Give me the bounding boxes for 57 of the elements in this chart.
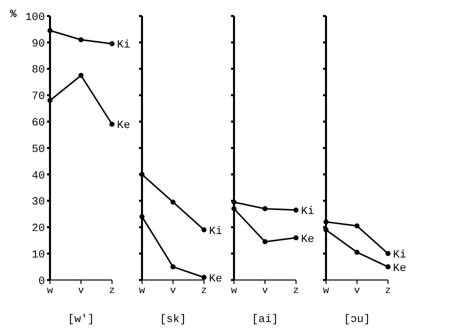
point: [293, 235, 299, 240]
y-tick-label: 50: [32, 144, 45, 156]
point: [109, 41, 115, 46]
x-tick-label: w: [230, 286, 238, 298]
series-label: Ki: [393, 250, 407, 262]
x-axis-title: [w']: [68, 314, 94, 326]
series-label: Ke: [209, 273, 222, 286]
series-label: Ke: [117, 120, 130, 132]
point: [385, 251, 391, 256]
point: [170, 264, 176, 270]
point: [201, 274, 207, 280]
point: [47, 28, 53, 34]
x-tick-label: z: [108, 286, 116, 298]
point: [262, 206, 268, 212]
x-tick-label: w: [322, 286, 330, 298]
point: [201, 227, 207, 232]
x-tick-label: z: [384, 286, 392, 298]
point: [293, 207, 299, 213]
point: [109, 122, 115, 127]
point: [385, 264, 391, 270]
x-axis-title: [sk]: [160, 314, 186, 326]
point: [78, 72, 84, 78]
point: [47, 98, 53, 104]
x-tick-label: z: [200, 286, 208, 298]
y-tick-label: 80: [32, 64, 45, 77]
y-tick-label: 40: [32, 170, 45, 182]
x-axis-title: [ɔu]: [344, 314, 370, 326]
y-axis-title: %: [10, 9, 17, 21]
series-label: Ke: [393, 262, 406, 275]
series-label: Ki: [117, 40, 131, 52]
point: [170, 200, 176, 205]
point: [262, 239, 268, 244]
x-tick-label: v: [78, 286, 84, 298]
y-tick-label: 20: [32, 223, 45, 236]
y-tick-label: 0: [38, 276, 45, 288]
series-label: Ke: [301, 234, 314, 246]
point: [78, 37, 84, 42]
x-tick-label: v: [170, 286, 176, 298]
x-tick-label: v: [262, 286, 268, 298]
y-tick-label: 60: [32, 118, 45, 130]
y-tick-label: 100: [25, 12, 45, 24]
point: [231, 206, 237, 212]
x-tick-label: w: [138, 286, 146, 298]
x-axis-title: [ai]: [252, 314, 278, 326]
y-tick-label: 30: [32, 196, 45, 209]
x-tick-label: v: [354, 286, 360, 298]
y-tick-label: 10: [32, 250, 45, 262]
x-tick-label: w: [46, 286, 54, 298]
y-tick-label: 70: [32, 91, 45, 104]
series-label: Ki: [209, 226, 223, 238]
series-label: Ki: [301, 206, 315, 218]
point: [323, 219, 329, 224]
point: [139, 214, 145, 220]
x-tick-label: z: [292, 286, 300, 298]
y-tick-label: 90: [32, 38, 45, 50]
point: [354, 223, 360, 228]
point: [354, 250, 360, 255]
